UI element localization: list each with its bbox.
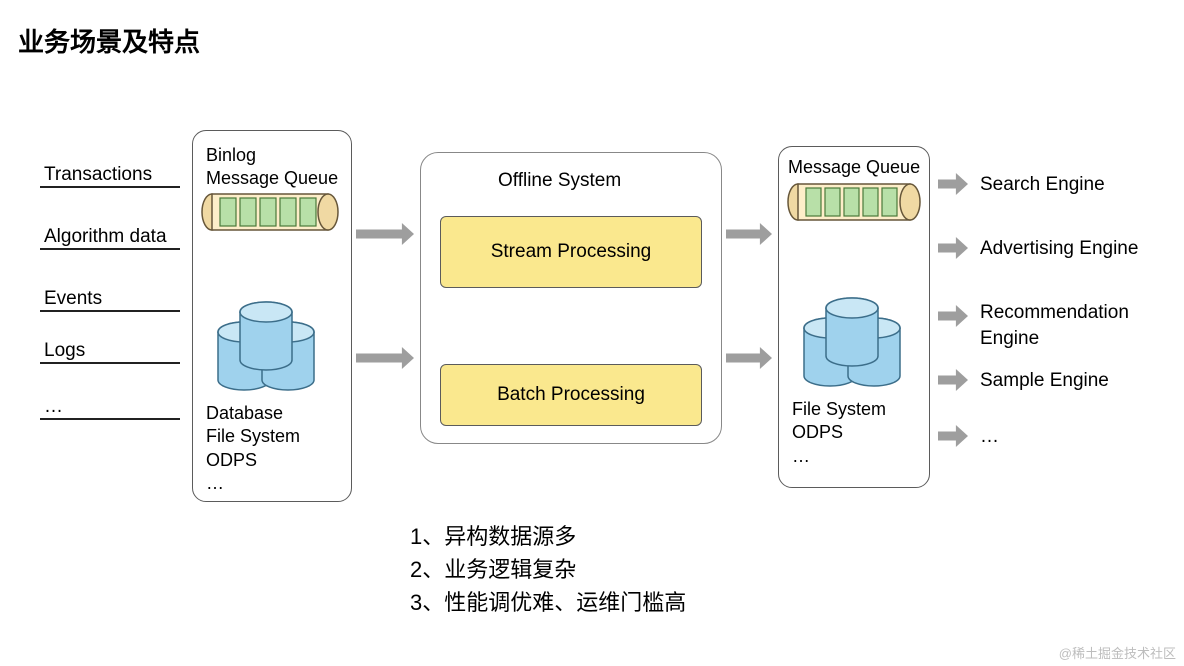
bullet-list: 1、异构数据源多 2、业务逻辑复杂 3、性能调优难、运维门槛高 — [410, 520, 686, 619]
bullet-3: 3、性能调优难、运维门槛高 — [410, 586, 686, 619]
bullet-1: 1、异构数据源多 — [410, 520, 686, 553]
bullet-2: 2、业务逻辑复杂 — [410, 553, 686, 586]
watermark: @稀土掘金技术社区 — [1059, 643, 1176, 662]
